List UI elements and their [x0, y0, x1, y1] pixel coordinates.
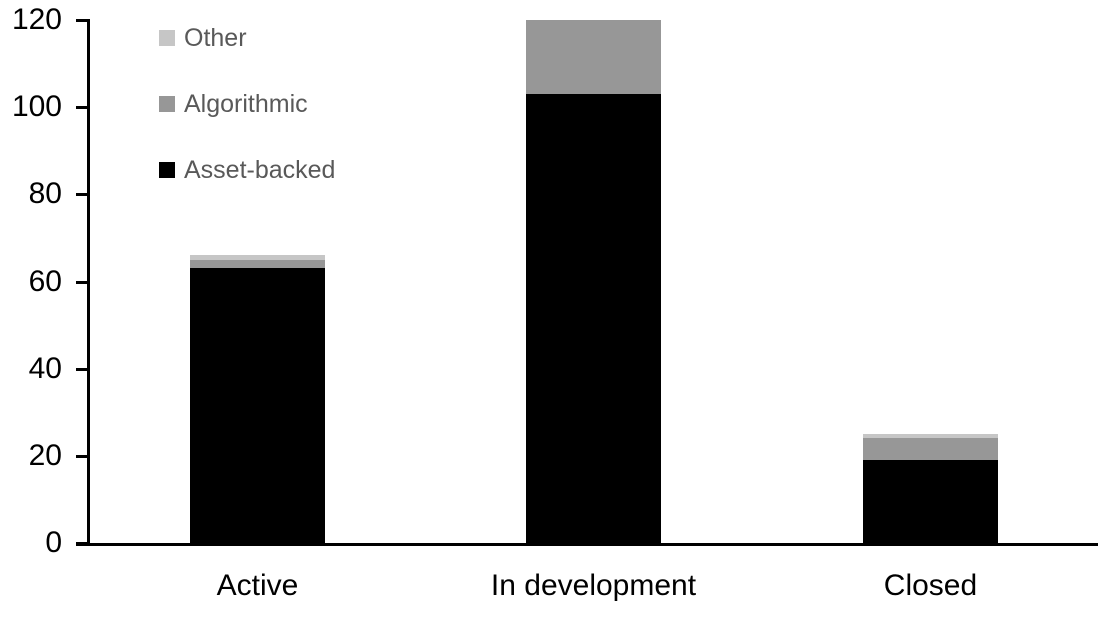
x-category-label: Active — [216, 569, 299, 602]
y-tick-mark — [76, 367, 90, 371]
x-axis-line — [76, 543, 1098, 546]
bar-segment-asset-backed-in-development — [526, 94, 661, 543]
bar-segment-other-closed — [863, 434, 998, 439]
y-tick-mark — [76, 280, 90, 284]
y-tick-mark — [76, 454, 90, 458]
legend-label: Other — [184, 23, 247, 52]
legend-label: Asset-backed — [184, 155, 336, 184]
y-tick-label: 60 — [28, 264, 62, 298]
legend-swatch-icon — [159, 96, 175, 112]
legend-item-algorithmic: Algorithmic — [159, 89, 308, 118]
y-tick-mark — [76, 19, 90, 22]
x-category-label: Closed — [883, 569, 978, 602]
y-tick-mark — [76, 106, 90, 110]
legend-swatch-icon — [159, 162, 175, 178]
y-tick-mark — [76, 193, 90, 197]
bar-segment-other-active — [190, 255, 325, 260]
legend-item-other: Other — [159, 23, 247, 52]
y-tick-mark — [76, 542, 90, 545]
y-tick-label: 40 — [28, 351, 62, 385]
y-tick-label: 0 — [45, 526, 62, 559]
x-category-label: In development — [490, 569, 697, 602]
bar-segment-asset-backed-closed — [863, 460, 998, 543]
y-tick-label: 80 — [28, 177, 62, 211]
y-tick-label: 100 — [11, 90, 62, 124]
y-tick-label: 120 — [11, 3, 62, 36]
bar-segment-asset-backed-active — [190, 268, 325, 543]
legend-label: Algorithmic — [184, 89, 308, 118]
y-tick-label: 20 — [28, 438, 62, 472]
bar-segment-algorithmic-in-development — [526, 20, 661, 95]
bar-segment-algorithmic-closed — [863, 438, 998, 461]
legend-item-asset-backed: Asset-backed — [159, 155, 336, 184]
legend-swatch-icon — [159, 30, 175, 46]
bar-segment-algorithmic-active — [190, 259, 325, 269]
